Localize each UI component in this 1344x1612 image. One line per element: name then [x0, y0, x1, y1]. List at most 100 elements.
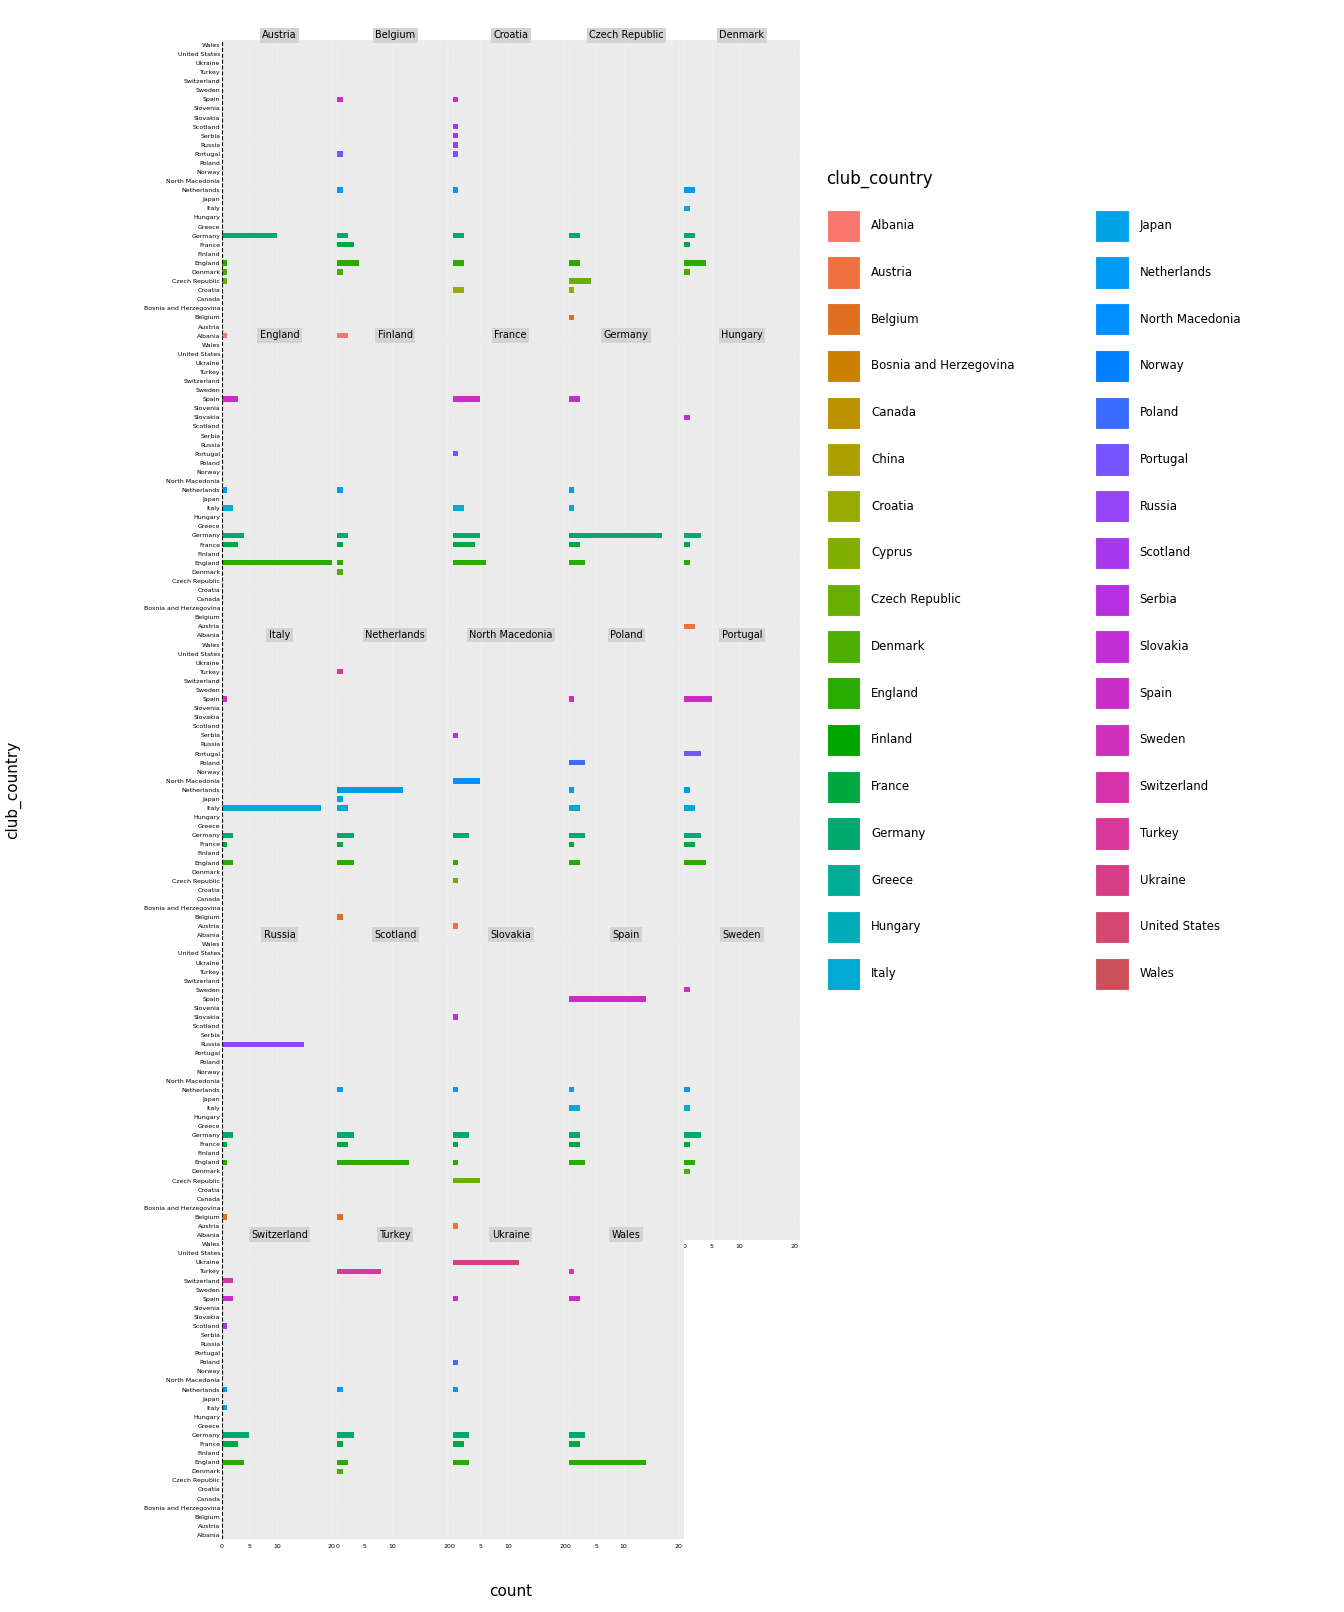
Text: club_country: club_country	[5, 742, 22, 838]
Bar	[453, 1441, 464, 1448]
Text: Greece: Greece	[871, 874, 913, 887]
Bar	[453, 1141, 458, 1148]
Bar	[453, 879, 458, 883]
Bar	[684, 206, 689, 211]
Bar	[569, 232, 579, 239]
Text: count: count	[489, 1585, 532, 1599]
Bar	[569, 806, 579, 811]
Text: Croatia: Croatia	[493, 31, 528, 40]
Text: Czech Republic: Czech Republic	[871, 593, 961, 606]
Bar	[337, 187, 343, 193]
Bar	[453, 232, 464, 239]
Bar	[453, 1386, 458, 1393]
Bar	[569, 841, 574, 848]
Bar	[337, 1214, 343, 1220]
Bar	[222, 1431, 249, 1438]
Bar	[453, 1132, 469, 1138]
Bar	[453, 779, 480, 783]
Bar	[569, 532, 663, 538]
Text: Spain: Spain	[1140, 687, 1173, 700]
Bar	[222, 1132, 233, 1138]
Bar	[569, 542, 579, 548]
Bar	[222, 1441, 238, 1448]
Bar	[453, 732, 458, 738]
Bar	[453, 1178, 480, 1183]
Text: Slovakia: Slovakia	[1140, 640, 1189, 653]
Bar	[684, 1086, 689, 1093]
Bar	[569, 506, 574, 511]
Bar	[337, 1459, 348, 1465]
Bar	[569, 832, 585, 838]
Bar	[569, 1159, 585, 1165]
Text: Austria: Austria	[262, 31, 297, 40]
Bar	[337, 1269, 382, 1273]
Bar	[222, 1296, 233, 1301]
Bar	[569, 260, 579, 266]
Bar	[337, 569, 343, 574]
Text: Sweden: Sweden	[1140, 733, 1187, 746]
Bar	[337, 152, 343, 156]
Text: Austria: Austria	[871, 266, 913, 279]
Text: Italy: Italy	[871, 967, 896, 980]
Bar	[569, 1459, 645, 1465]
Text: North Macedonia: North Macedonia	[469, 630, 552, 640]
Bar	[222, 859, 233, 866]
Bar	[222, 506, 233, 511]
Bar	[684, 187, 695, 193]
Bar	[453, 124, 458, 129]
Bar	[569, 1132, 579, 1138]
Text: Poland: Poland	[1140, 406, 1179, 419]
Bar	[684, 841, 695, 848]
Bar	[337, 232, 348, 239]
Bar	[222, 1159, 227, 1165]
Bar	[684, 1106, 689, 1111]
Text: Cyprus: Cyprus	[871, 546, 913, 559]
Bar	[453, 260, 464, 266]
Bar	[684, 1141, 689, 1148]
Bar	[569, 1141, 579, 1148]
Bar	[222, 1386, 227, 1393]
Bar	[453, 1014, 458, 1020]
Bar	[337, 806, 348, 811]
Bar	[222, 279, 227, 284]
Text: Hungary: Hungary	[720, 330, 763, 340]
Bar	[222, 1323, 227, 1328]
Bar	[222, 696, 227, 701]
Bar	[222, 1459, 243, 1465]
Text: Switzerland: Switzerland	[251, 1230, 308, 1240]
Bar	[569, 1296, 579, 1301]
Bar	[453, 152, 458, 156]
Bar	[337, 269, 343, 274]
Bar	[337, 260, 359, 266]
Bar	[337, 487, 343, 493]
Bar	[569, 1269, 574, 1273]
Bar	[337, 914, 343, 920]
Bar	[453, 287, 464, 293]
Text: Finland: Finland	[378, 330, 413, 340]
Bar	[684, 1132, 700, 1138]
Bar	[569, 559, 585, 566]
Bar	[569, 1086, 574, 1093]
Bar	[337, 532, 348, 538]
Bar	[684, 832, 700, 838]
Bar	[684, 696, 711, 701]
Bar	[222, 1141, 227, 1148]
Text: Italy: Italy	[269, 630, 290, 640]
Text: Japan: Japan	[1140, 219, 1172, 232]
Bar	[337, 1386, 343, 1393]
Bar	[337, 1141, 348, 1148]
Bar	[222, 832, 233, 838]
Bar	[569, 696, 574, 701]
Text: Belgium: Belgium	[871, 313, 919, 326]
Bar	[684, 242, 689, 248]
Bar	[453, 451, 458, 456]
Text: Sweden: Sweden	[723, 930, 761, 940]
Bar	[453, 506, 464, 511]
Bar	[684, 987, 689, 993]
Text: England: England	[259, 330, 300, 340]
Bar	[453, 1259, 519, 1265]
Text: Czech Republic: Czech Republic	[589, 31, 664, 40]
Bar	[453, 1296, 458, 1301]
Bar	[453, 924, 458, 929]
Text: Denmark: Denmark	[871, 640, 926, 653]
